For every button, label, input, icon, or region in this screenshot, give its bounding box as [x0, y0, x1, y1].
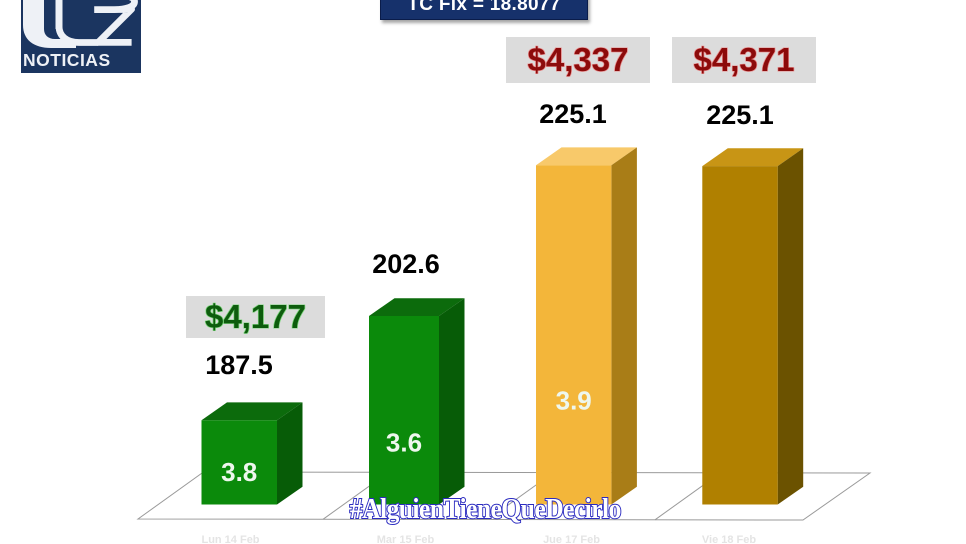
svg-text:3.9: 3.9 [556, 386, 592, 416]
svg-text:3.8: 3.8 [221, 457, 257, 487]
svg-text:3.6: 3.6 [386, 428, 422, 458]
